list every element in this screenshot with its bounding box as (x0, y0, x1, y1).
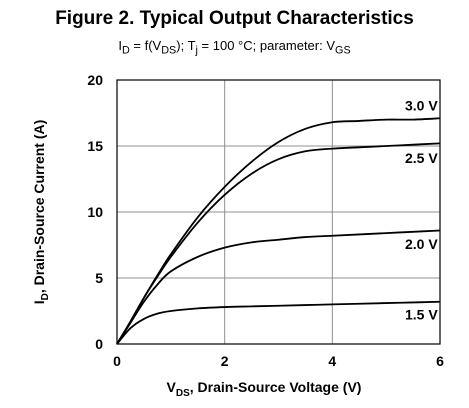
curve-label-1: 2.5 V (405, 150, 438, 166)
subtitle-part-c: ); T (176, 38, 196, 53)
y-tick-label: 0 (95, 336, 103, 352)
axis-ticks: 0 2 4 6 0 5 10 15 20 (87, 72, 444, 369)
curve-label-2: 2.0 V (405, 236, 438, 252)
x-tick-label: 0 (113, 353, 121, 369)
y-tick-label: 15 (87, 138, 103, 154)
figure-subtitle: ID = f(VDS); Tj = 100 °C; parameter: VGS (0, 38, 469, 57)
y-tick-label: 10 (87, 204, 103, 220)
series-line-3 (116, 300, 441, 345)
x-tick-label: 6 (436, 353, 444, 369)
x-axis-label-sub: DS (176, 388, 190, 399)
y-axis-label-main: I (31, 300, 47, 304)
curve-labels: 3.0 V 2.5 V 2.0 V 1.5 V (405, 97, 438, 322)
x-tick-label: 2 (221, 353, 229, 369)
x-tick-label: 4 (328, 353, 336, 369)
subtitle-sub-c: j (195, 44, 198, 57)
subtitle-part-d: = 100 °C; parameter: V (197, 38, 336, 53)
subtitle-sub-a: D (121, 44, 130, 57)
x-axis-label-main: V (167, 379, 177, 395)
subtitle-part-b: = f(V (129, 38, 162, 53)
subtitle-sub-d: GS (335, 44, 351, 57)
series-line-0 (116, 117, 441, 345)
x-axis-label: VDS, Drain-Source Voltage (V) (167, 379, 362, 399)
y-tick-label: 5 (95, 270, 103, 286)
y-axis-label-sub: D (40, 293, 51, 300)
subtitle-sub-b: DS (161, 44, 177, 57)
series-lines (116, 117, 441, 345)
curve-label-3: 1.5 V (405, 307, 438, 323)
plot-frame (116, 79, 441, 345)
figure-title: Figure 2. Typical Output Characteristics (55, 8, 414, 29)
subtitle-part-a: I (118, 38, 122, 53)
grid-lines (117, 80, 440, 344)
series-line-2 (116, 229, 441, 345)
y-tick-label: 20 (87, 72, 103, 88)
y-axis-label-rest: , Drain-Source Current (A) (31, 120, 47, 293)
y-axis-label: ID, Drain-Source Current (A) (31, 120, 51, 305)
curve-label-0: 3.0 V (405, 97, 438, 113)
x-axis-label-rest: , Drain-Source Voltage (V) (190, 379, 362, 395)
series-line-1 (116, 142, 441, 345)
